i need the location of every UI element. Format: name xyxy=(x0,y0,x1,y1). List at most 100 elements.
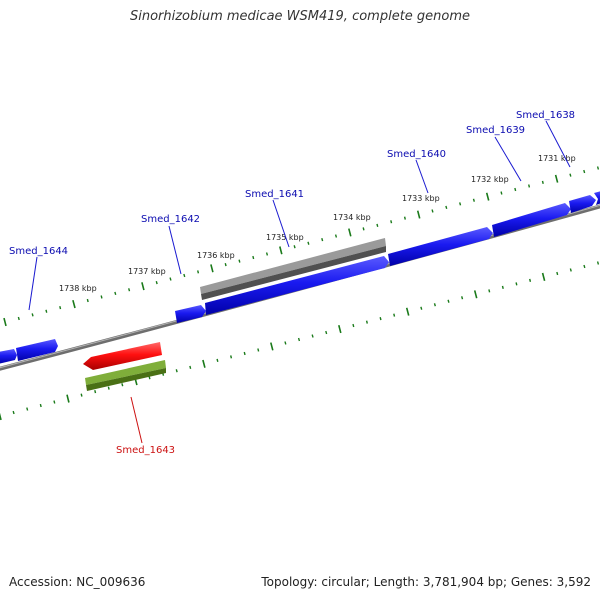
gray-feature[interactable] xyxy=(200,238,386,300)
scale-label-1735: 1735 kbp xyxy=(266,233,304,242)
inner-ring-minor-tick xyxy=(94,390,97,394)
gene-arrow-smed-1644[interactable] xyxy=(0,339,58,364)
inner-ring-major-tick xyxy=(338,324,342,334)
inner-ring-major-tick xyxy=(405,307,410,316)
leader-smed-1644 xyxy=(28,256,38,311)
outer-ring-minor-tick xyxy=(459,202,462,206)
gene-label-smed-1639[interactable]: Smed_1639 xyxy=(466,125,525,136)
gene-arrow-smed-1643[interactable] xyxy=(83,342,162,370)
inner-ring-minor-tick xyxy=(311,334,314,338)
map-title: Sinorhizobium medicae WSM419, complete g… xyxy=(129,9,471,24)
outer-ring-minor-tick xyxy=(500,191,503,195)
outer-ring-minor-tick xyxy=(541,180,544,184)
inner-ring-minor-tick xyxy=(352,323,355,328)
scale-label-1731: 1731 kbp xyxy=(538,154,576,163)
scale-label-1737: 1737 kbp xyxy=(128,267,166,276)
scale-label-1733: 1733 kbp xyxy=(402,194,440,203)
accession-text: Accession: NC_009636 xyxy=(9,575,146,589)
outer-ring-minor-tick xyxy=(583,169,586,174)
outer-ring-minor-tick xyxy=(528,184,531,188)
green-feature[interactable] xyxy=(85,360,166,391)
inner-ring-minor-tick xyxy=(515,282,518,286)
inner-ring-minor-tick xyxy=(107,386,110,390)
inner-ring-minor-tick xyxy=(501,285,504,289)
outer-ring-minor-tick xyxy=(252,255,255,260)
gene-label-smed-1641[interactable]: Smed_1641 xyxy=(245,189,304,200)
inner-ring-minor-tick xyxy=(569,268,572,272)
scale-label-1736: 1736 kbp xyxy=(197,251,235,260)
outer-ring-minor-tick xyxy=(86,298,89,303)
scale-labels: 1731 kbp 1732 kbp 1733 kbp 1734 kbp 1735… xyxy=(59,154,576,293)
outer-ring-minor-tick xyxy=(293,245,296,249)
inner-ring-minor-tick xyxy=(420,306,423,310)
scale-label-1734: 1734 kbp xyxy=(333,213,371,222)
outer-ring-major-tick xyxy=(554,174,559,183)
leader-smed-1643 xyxy=(130,396,143,444)
outer-ring-major-tick xyxy=(210,264,214,273)
outer-ring-minor-tick xyxy=(307,241,310,245)
inner-ring-minor-tick xyxy=(175,369,178,373)
leader-smed-1638 xyxy=(545,120,571,168)
gene-arrow-smed-1642[interactable] xyxy=(175,305,206,323)
outer-ring-minor-tick xyxy=(31,313,34,317)
outer-ring-minor-tick xyxy=(321,238,324,242)
inner-ring-minor-tick xyxy=(243,351,246,356)
leader-smed-1642 xyxy=(168,225,182,275)
inner-ring-minor-tick xyxy=(447,299,450,303)
inner-ring-minor-tick xyxy=(216,358,219,362)
gene-label-smed-1642[interactable]: Smed_1642 xyxy=(141,214,200,225)
outer-ring-minor-tick xyxy=(334,234,338,238)
inner-ring-major-tick xyxy=(541,272,546,281)
inner-ring-minor-tick xyxy=(53,400,56,404)
inner-ring-minor-tick xyxy=(80,393,83,397)
outer-ring-minor-tick xyxy=(59,306,62,310)
gene-label-smed-1644[interactable]: Smed_1644 xyxy=(9,246,68,257)
gene-arrow-smed-1640[interactable] xyxy=(388,227,493,266)
inner-ring-major-tick xyxy=(270,342,274,351)
outer-ring-minor-tick xyxy=(569,173,572,177)
inner-ring-minor-tick xyxy=(365,320,368,324)
outer-ring-minor-tick xyxy=(17,316,20,321)
inner-ring-minor-tick xyxy=(379,317,382,321)
outer-ring-minor-tick xyxy=(169,277,172,281)
scale-label-1732: 1732 kbp xyxy=(471,175,509,184)
gene-arrow-smed-1641[interactable] xyxy=(205,256,389,315)
outer-ring-minor-tick xyxy=(403,216,406,220)
outer-ring-major-tick xyxy=(348,228,352,237)
inner-ring-major-tick xyxy=(473,290,478,299)
inner-ring-minor-tick xyxy=(325,330,328,335)
leader-smed-1639 xyxy=(494,136,522,182)
outer-ring-minor-tick xyxy=(100,295,103,299)
gene-label-smed-1640[interactable]: Smed_1640 xyxy=(387,149,446,160)
scale-ticks-inner xyxy=(0,261,600,421)
outer-ring-minor-tick xyxy=(155,281,158,285)
inner-ring-major-tick xyxy=(66,394,70,403)
outer-ring-minor-tick xyxy=(197,270,200,274)
outer-ring-major-tick xyxy=(279,246,283,255)
inner-ring-minor-tick xyxy=(257,348,260,352)
outer-ring-minor-tick xyxy=(472,198,475,202)
inner-ring-major-tick xyxy=(202,359,206,368)
inner-ring-minor-tick xyxy=(26,407,29,411)
leader-smed-1641 xyxy=(272,199,290,248)
gene-label-smed-1643[interactable]: Smed_1643 xyxy=(116,445,175,456)
gene-label-smed-1638[interactable]: Smed_1638 xyxy=(516,110,575,121)
outer-ring-minor-tick xyxy=(265,252,269,256)
inner-ring-minor-tick xyxy=(189,365,192,369)
gene-arrow-smed-1639[interactable] xyxy=(492,203,571,237)
inner-ring-minor-tick xyxy=(596,261,600,265)
outer-ring-minor-tick xyxy=(596,166,600,170)
genome-summary-text: Topology: circular; Length: 3,781,904 bp… xyxy=(261,575,591,589)
scale-label-1738: 1738 kbp xyxy=(59,284,97,293)
outer-ring-minor-tick xyxy=(362,227,365,231)
outer-ring-minor-tick xyxy=(183,273,186,278)
outer-ring-major-tick xyxy=(485,192,490,201)
outer-ring-minor-tick xyxy=(128,288,131,292)
inner-ring-minor-tick xyxy=(121,383,124,387)
outer-ring-minor-tick xyxy=(431,209,434,213)
inner-ring-minor-tick xyxy=(39,403,42,408)
gene-arrow-smed-1638[interactable] xyxy=(569,190,600,213)
inner-ring-minor-tick xyxy=(583,264,586,269)
outer-ring-minor-tick xyxy=(224,263,227,267)
